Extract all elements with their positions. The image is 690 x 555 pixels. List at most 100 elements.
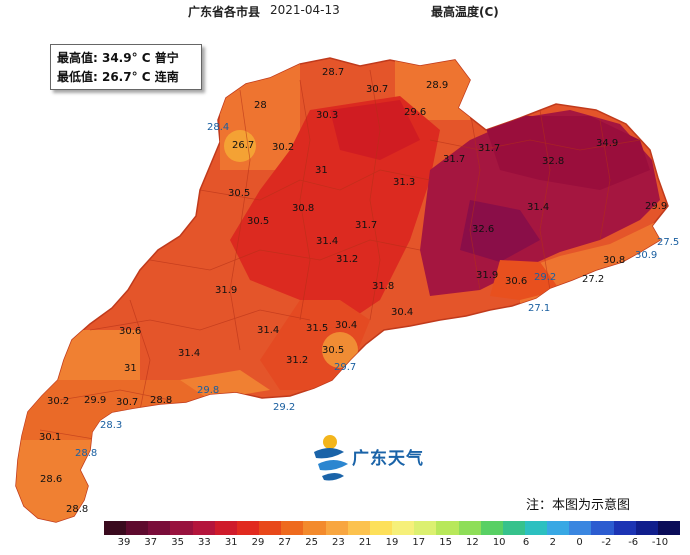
station-temp-label: 30.7 [116, 397, 138, 408]
legend-tick-label: 0 [576, 537, 583, 548]
station-temp-label: 31.7 [443, 154, 465, 165]
station-temp-label: 31.8 [372, 281, 394, 292]
legend-swatch [458, 521, 481, 535]
station-temp-label: 31.9 [476, 270, 498, 281]
station-temp-label: 30.5 [322, 345, 344, 356]
legend-swatch [170, 521, 193, 535]
station-temp-label: 30.6 [119, 326, 141, 337]
station-temp-label: 31.2 [336, 254, 358, 265]
product-title: 最高温度(C) [431, 5, 499, 19]
legend-tick-label: 29 [251, 537, 265, 548]
station-temp-label: 27.5 [657, 237, 679, 248]
legend-tick-label: 15 [439, 537, 452, 548]
legend-swatch [281, 521, 304, 535]
station-temp-label: 31 [124, 363, 137, 374]
legend-swatch [613, 521, 636, 535]
legend-swatch [392, 521, 415, 535]
station-temp-label: 32.8 [542, 156, 564, 167]
station-temp-label: 29.7 [334, 362, 356, 373]
logo-text: 广东天气 [352, 449, 424, 469]
station-temp-label: 30.8 [292, 203, 314, 214]
legend-swatch [502, 521, 525, 535]
station-temp-label: 31.4 [527, 202, 549, 213]
legend-tick-label: 35 [171, 537, 184, 548]
station-temp-label: 29.6 [404, 107, 426, 118]
legend-tick-label: 6 [522, 537, 530, 548]
station-temp-label: 31.7 [355, 220, 377, 231]
legend-swatch [657, 521, 681, 535]
station-temp-label: 31.5 [306, 323, 328, 334]
station-temp-label: 29.9 [84, 395, 106, 406]
legend-tick-label: 21 [358, 537, 372, 548]
legend-swatch [148, 521, 171, 535]
legend-swatch [591, 521, 614, 535]
station-temp-label: 30.2 [47, 396, 69, 407]
legend-swatch [126, 521, 149, 535]
legend-swatch [569, 521, 592, 535]
station-temp-label: 30.4 [391, 307, 413, 318]
legend-swatch [414, 521, 437, 535]
station-temp-label: 30.9 [635, 250, 657, 261]
legend-tick-label: 27 [278, 537, 292, 548]
station-temp-label: 27.2 [582, 274, 604, 285]
station-temp-label: 30.3 [316, 110, 338, 121]
legend-swatch [547, 521, 570, 535]
legend-swatch [192, 521, 215, 535]
legend-swatch [524, 521, 548, 535]
legend-tick-label: 39 [117, 537, 131, 548]
legend-tick-label: 25 [305, 537, 318, 548]
legend-tick-label: 37 [144, 537, 158, 548]
district-borders [39, 69, 641, 441]
station-temp-label: 29.9 [645, 201, 667, 212]
station-temp-label: 31.4 [316, 236, 338, 247]
station-temp-label: 31 [315, 165, 328, 176]
legend-swatch [259, 521, 282, 535]
legend-swatch [214, 521, 237, 535]
station-temp-label: 31.4 [257, 325, 279, 336]
station-temp-label: 32.6 [472, 224, 494, 235]
legend-tick-label: 19 [385, 537, 399, 548]
guangdong-weather-logo [314, 435, 348, 481]
station-temp-label: 28.3 [100, 420, 122, 431]
legend-tick-label: 33 [198, 537, 211, 548]
legend-tick-label: 31 [224, 537, 238, 548]
station-temp-label: 30.6 [505, 276, 527, 287]
station-temp-label: 28.9 [426, 80, 448, 91]
legend-tick-label: 10 [492, 537, 506, 548]
legend-tick-label: 2 [549, 537, 556, 548]
station-temp-label: 28.8 [66, 504, 88, 515]
legend-tick-label: 12 [466, 537, 479, 548]
legend-tick-label: -6 [628, 537, 639, 548]
schematic-note: 注：本图为示意图 [526, 498, 631, 513]
legend-swatch [325, 521, 348, 535]
legend-tick-label: -2 [601, 537, 612, 548]
station-temp-label: 30.5 [247, 216, 269, 227]
region-title: 广东省各市县 [188, 5, 261, 19]
max-value-line: 最高值: 34.9° C 普宁 [57, 51, 179, 65]
station-temp-label: 26.7 [232, 140, 254, 151]
legend-tick-label: -10 [651, 537, 669, 548]
legend-tick-label: 23 [332, 537, 345, 548]
station-labels: 28.7 30.7 28.9 28 30.3 29.6 28.426.7 30.2 31.7 31… [39, 67, 679, 515]
station-temp-label: 34.9 [596, 138, 618, 149]
map-header: 广东省各市县 2021-04-13 最高温度(C) [0, 3, 690, 21]
station-temp-label: 30.2 [272, 142, 294, 153]
legend-ticks: 39 37 35 33 31 29 27 25 23 21 19 17 15 12 10 6 2 0 -2 -6 -10 [104, 537, 680, 551]
station-temp-label: 28.8 [75, 448, 97, 459]
station-temp-label: 29.8 [197, 385, 219, 396]
legend-tick-label: 17 [412, 537, 426, 548]
station-temp-label: 28.7 [322, 67, 344, 78]
legend-swatch [104, 521, 127, 535]
station-temp-label: 31.4 [178, 348, 200, 359]
station-temp-label: 30.7 [366, 84, 388, 95]
station-temp-label: 31.2 [286, 355, 308, 366]
legend-swatch [480, 521, 503, 535]
station-temp-label: 30.1 [39, 432, 61, 443]
min-value-line: 最低值: 26.7° C 连南 [57, 70, 179, 84]
date-label: 2021-04-13 [270, 3, 340, 17]
color-legend [104, 521, 681, 535]
station-temp-label: 30.5 [228, 188, 250, 199]
station-temp-label: 28.4 [207, 122, 229, 133]
station-temp-label: 29.2 [273, 402, 295, 413]
station-temp-label: 31.7 [478, 143, 500, 154]
